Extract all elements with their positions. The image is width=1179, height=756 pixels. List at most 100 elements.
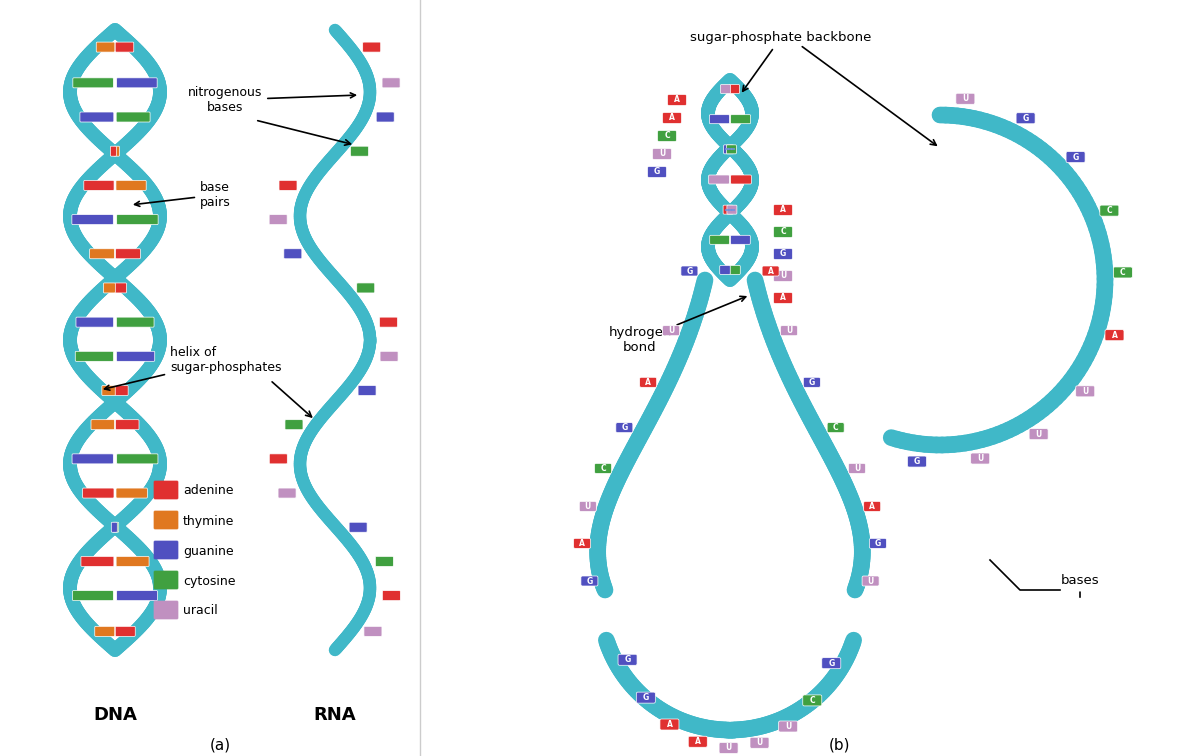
- FancyBboxPatch shape: [1113, 267, 1132, 278]
- FancyBboxPatch shape: [730, 265, 740, 274]
- FancyBboxPatch shape: [81, 556, 114, 566]
- FancyBboxPatch shape: [908, 456, 927, 467]
- Text: U: U: [1082, 387, 1088, 396]
- Text: A: A: [668, 113, 674, 122]
- Text: U: U: [757, 739, 763, 747]
- Text: guanine: guanine: [183, 544, 233, 557]
- FancyBboxPatch shape: [116, 42, 133, 52]
- FancyBboxPatch shape: [113, 146, 119, 156]
- Text: nitrogenous
bases: nitrogenous bases: [187, 86, 355, 114]
- FancyBboxPatch shape: [1100, 205, 1119, 216]
- FancyBboxPatch shape: [269, 454, 288, 464]
- FancyBboxPatch shape: [750, 737, 769, 748]
- FancyBboxPatch shape: [117, 317, 154, 327]
- Text: C: C: [600, 464, 606, 473]
- Text: U: U: [779, 271, 786, 280]
- Text: U: U: [962, 94, 968, 104]
- Text: U: U: [1035, 429, 1042, 438]
- FancyBboxPatch shape: [862, 576, 880, 586]
- FancyBboxPatch shape: [773, 227, 792, 237]
- Text: C: C: [1107, 206, 1112, 215]
- FancyBboxPatch shape: [1075, 386, 1095, 397]
- Text: C: C: [832, 423, 838, 432]
- FancyBboxPatch shape: [828, 423, 844, 432]
- FancyBboxPatch shape: [279, 181, 297, 191]
- FancyBboxPatch shape: [349, 522, 367, 532]
- FancyBboxPatch shape: [382, 78, 400, 88]
- FancyBboxPatch shape: [773, 293, 792, 303]
- Text: bases: bases: [1061, 574, 1099, 597]
- Text: C: C: [810, 696, 815, 705]
- Text: A: A: [666, 720, 672, 729]
- FancyBboxPatch shape: [822, 658, 841, 669]
- FancyBboxPatch shape: [762, 266, 779, 276]
- FancyBboxPatch shape: [117, 112, 150, 122]
- FancyBboxPatch shape: [720, 85, 731, 94]
- FancyBboxPatch shape: [731, 115, 751, 124]
- FancyBboxPatch shape: [73, 78, 113, 88]
- FancyBboxPatch shape: [780, 326, 797, 336]
- Text: DNA: DNA: [93, 706, 137, 724]
- FancyBboxPatch shape: [663, 113, 681, 123]
- FancyBboxPatch shape: [956, 93, 975, 104]
- FancyBboxPatch shape: [114, 386, 129, 395]
- FancyBboxPatch shape: [111, 146, 117, 156]
- FancyBboxPatch shape: [594, 463, 612, 473]
- FancyBboxPatch shape: [90, 249, 114, 259]
- FancyBboxPatch shape: [803, 377, 821, 387]
- FancyBboxPatch shape: [117, 215, 158, 225]
- FancyBboxPatch shape: [380, 352, 399, 361]
- Text: A: A: [1112, 330, 1118, 339]
- Text: U: U: [977, 454, 983, 463]
- Text: uracil: uracil: [183, 605, 218, 618]
- FancyBboxPatch shape: [116, 249, 140, 259]
- FancyBboxPatch shape: [864, 501, 881, 511]
- Text: G: G: [1073, 153, 1079, 162]
- FancyBboxPatch shape: [154, 601, 178, 619]
- Text: G: G: [914, 457, 920, 466]
- FancyBboxPatch shape: [647, 166, 666, 178]
- FancyBboxPatch shape: [618, 654, 637, 665]
- FancyBboxPatch shape: [94, 627, 114, 637]
- Text: C: C: [780, 228, 786, 237]
- Text: RNA: RNA: [314, 706, 356, 724]
- Text: A: A: [674, 95, 680, 104]
- FancyBboxPatch shape: [773, 205, 792, 215]
- Text: G: G: [779, 249, 786, 259]
- FancyBboxPatch shape: [350, 146, 369, 156]
- Text: U: U: [868, 577, 874, 585]
- FancyBboxPatch shape: [731, 175, 751, 184]
- FancyBboxPatch shape: [101, 386, 116, 395]
- FancyBboxPatch shape: [1029, 429, 1048, 440]
- FancyBboxPatch shape: [778, 721, 798, 732]
- Text: U: U: [725, 743, 732, 752]
- Text: G: G: [654, 168, 660, 176]
- FancyBboxPatch shape: [91, 420, 114, 429]
- FancyBboxPatch shape: [710, 115, 730, 124]
- FancyBboxPatch shape: [116, 556, 149, 566]
- Text: (a): (a): [210, 738, 231, 752]
- FancyBboxPatch shape: [724, 145, 733, 154]
- FancyBboxPatch shape: [803, 695, 822, 706]
- FancyBboxPatch shape: [719, 265, 730, 274]
- Text: G: G: [809, 378, 815, 387]
- Text: C: C: [664, 132, 670, 141]
- FancyBboxPatch shape: [114, 283, 126, 293]
- FancyBboxPatch shape: [773, 249, 792, 259]
- Text: G: G: [1022, 113, 1029, 122]
- FancyBboxPatch shape: [773, 271, 792, 281]
- FancyBboxPatch shape: [689, 736, 707, 747]
- Text: G: G: [621, 423, 627, 432]
- Text: G: G: [586, 577, 593, 585]
- FancyBboxPatch shape: [116, 488, 147, 498]
- Text: (b): (b): [829, 738, 851, 752]
- Text: U: U: [659, 150, 665, 159]
- FancyBboxPatch shape: [113, 522, 119, 532]
- Text: A: A: [645, 378, 651, 387]
- FancyBboxPatch shape: [83, 488, 114, 498]
- Text: G: G: [643, 693, 648, 702]
- FancyBboxPatch shape: [117, 352, 154, 361]
- Text: A: A: [780, 293, 786, 302]
- FancyBboxPatch shape: [154, 571, 178, 589]
- FancyBboxPatch shape: [278, 488, 296, 498]
